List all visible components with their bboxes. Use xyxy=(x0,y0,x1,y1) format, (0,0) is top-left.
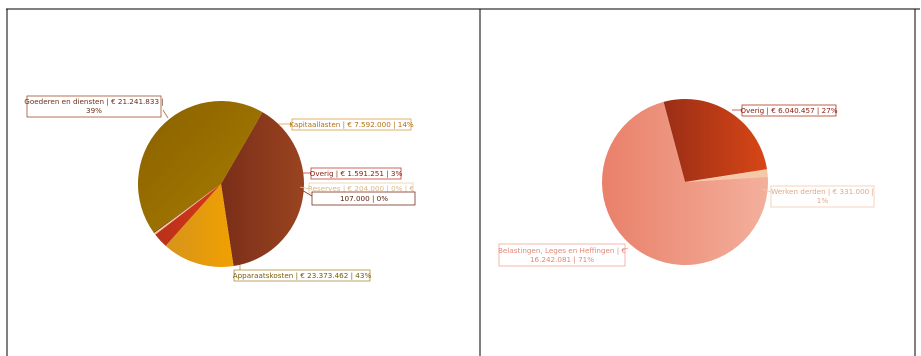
label-goederen-line2: 39% xyxy=(86,106,102,115)
label-107000-text: 107.000 | 0% xyxy=(340,194,388,203)
label-belastingen-line2: 16.242.081 | 71% xyxy=(530,255,594,264)
pie-slice-apparaatskosten xyxy=(137,100,263,233)
label-werken-derden-line1: Werken derden | € 331.000 | xyxy=(771,187,874,196)
pie-slice-goederen xyxy=(221,112,304,267)
label-apparaatskosten: Apparaatskosten | € 23.373.462 | 43% xyxy=(233,269,372,282)
pie-slice-overig xyxy=(155,184,221,246)
leader-reserves xyxy=(299,186,311,190)
label-werken-derden-line2: 1% xyxy=(817,196,829,205)
label-overig-income-text: Overig | € 6.040.457 | 27% xyxy=(740,106,837,115)
label-reserves-text: Reserves | € 204.000 | 0% | € xyxy=(308,184,415,193)
label-belastingen-line1: Belastingen, Leges en Heffingen | € xyxy=(498,246,626,255)
label-overig: Overig | € 1.591.251 | 3% xyxy=(310,167,403,180)
label-reserves: Reserves | € 204.000 | 0% | € xyxy=(308,182,415,194)
label-107000: 107.000 | 0% xyxy=(311,191,416,206)
pie-slice-werken-derden xyxy=(685,169,768,182)
label-belastingen: Belastingen, Leges en Heffingen | € 16.2… xyxy=(498,243,626,267)
label-kapitaallasten: Kapitaallasten | € 7.592.000 | 14% xyxy=(289,118,414,131)
leader-107000 xyxy=(299,188,313,197)
label-apparaatskosten-text: Apparaatskosten | € 23.373.462 | 43% xyxy=(233,271,372,280)
pie-slice-overig-income xyxy=(663,99,768,182)
label-goederen: Goederen en diensten | € 21.241.833 | 39… xyxy=(24,95,164,118)
pie-chart-income: Overig | € 6.040.457 | 27% Werken derden… xyxy=(498,99,875,267)
label-overig-income: Overig | € 6.040.457 | 27% xyxy=(740,104,838,117)
pie-slice-kapitaallasten xyxy=(165,184,234,267)
label-overig-text: Overig | € 1.591.251 | 3% xyxy=(310,169,403,178)
label-werken-derden: Werken derden | € 331.000 | 1% xyxy=(770,185,875,208)
pie-slice-belastingen xyxy=(602,101,769,266)
label-goederen-line1: Goederen en diensten | € 21.241.833 | xyxy=(24,97,163,106)
pie-slice-107000 xyxy=(153,184,221,234)
leader-goederen xyxy=(162,109,169,119)
leader-werken-derden xyxy=(761,188,772,193)
pie-slice-reserves xyxy=(154,184,221,235)
label-kapitaallasten-text: Kapitaallasten | € 7.592.000 | 14% xyxy=(289,120,414,129)
pie-chart-expenses: Goederen en diensten | € 21.241.833 | 39… xyxy=(24,95,416,282)
